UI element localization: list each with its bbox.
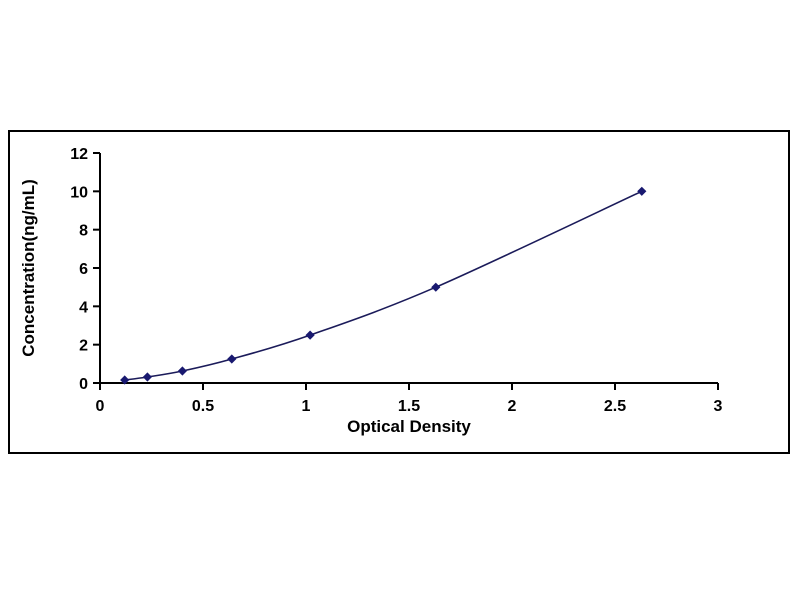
data-point-marker bbox=[431, 282, 441, 292]
y-tick-label: 12 bbox=[70, 146, 88, 163]
x-tick-label: 3 bbox=[714, 398, 723, 415]
data-point-marker bbox=[637, 186, 647, 196]
standard-curve-chart: 0 0.5 1 1.5 2 2.5 3 0 2 4 6 8 10 12 Optical Density C… bbox=[19, 146, 723, 436]
x-tick-label: 0 bbox=[96, 398, 105, 415]
data-point-marker bbox=[142, 372, 152, 382]
data-point-marker bbox=[177, 366, 187, 376]
y-tick-label: 2 bbox=[79, 338, 88, 355]
data-point-marker bbox=[120, 375, 130, 385]
y-axis-title: Concentration(ng/mL) bbox=[19, 179, 38, 357]
chart-frame: 0 0.5 1 1.5 2 2.5 3 0 2 4 6 8 10 12 Optical Density C… bbox=[8, 130, 790, 454]
data-point-marker bbox=[227, 354, 237, 364]
x-tick-label: 0.5 bbox=[192, 398, 214, 415]
y-tick-label: 4 bbox=[79, 299, 88, 316]
curve-line bbox=[124, 190, 643, 381]
x-axis-title: Optical Density bbox=[347, 417, 471, 436]
x-tick-label: 2.5 bbox=[604, 398, 626, 415]
y-tick-label: 8 bbox=[79, 223, 88, 240]
x-tick-label: 1 bbox=[302, 398, 311, 415]
y-tick-label: 0 bbox=[79, 376, 88, 393]
chart-generated-layer: 0 0.5 1 1.5 2 2.5 3 0 2 4 6 8 10 12 bbox=[70, 146, 722, 415]
y-tick-label: 10 bbox=[70, 184, 88, 201]
x-tick-label: 1.5 bbox=[398, 398, 420, 415]
y-tick-label: 6 bbox=[79, 261, 88, 278]
x-tick-label: 2 bbox=[508, 398, 517, 415]
data-point-marker bbox=[305, 330, 315, 340]
